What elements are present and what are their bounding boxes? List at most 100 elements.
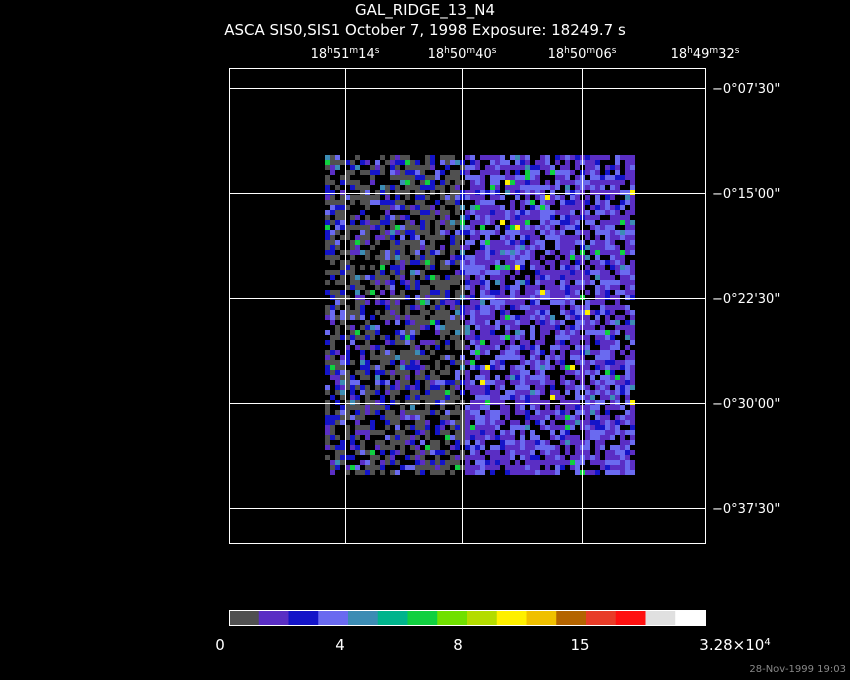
image-pixel [400, 290, 405, 295]
image-pixel [620, 455, 625, 460]
image-pixel [400, 295, 405, 300]
image-pixel [405, 305, 410, 310]
image-pixel [560, 210, 565, 215]
image-pixel [605, 155, 610, 160]
image-pixel [600, 285, 605, 290]
image-pixel [485, 165, 490, 170]
image-pixel [365, 465, 370, 470]
image-pixel [365, 365, 370, 370]
image-pixel [495, 205, 500, 210]
image-pixel [595, 240, 600, 245]
image-pixel [495, 335, 500, 340]
image-pixel [330, 240, 335, 245]
image-pixel [430, 445, 435, 450]
image-pixel [625, 295, 630, 300]
image-pixel [545, 220, 550, 225]
image-pixel [625, 375, 630, 380]
image-pixel [615, 320, 620, 325]
image-pixel [600, 175, 605, 180]
image-pixel [485, 230, 490, 235]
image-pixel [330, 180, 335, 185]
image-pixel [480, 330, 485, 335]
image-pixel [600, 355, 605, 360]
image-pixel [630, 375, 635, 380]
image-pixel [485, 430, 490, 435]
image-pixel [565, 260, 570, 265]
image-pixel [400, 385, 405, 390]
image-pixel [620, 190, 625, 195]
image-pixel [365, 255, 370, 260]
image-pixel [390, 355, 395, 360]
image-pixel [590, 260, 595, 265]
image-pixel [395, 245, 400, 250]
image-pixel [525, 360, 530, 365]
image-pixel [455, 205, 460, 210]
image-pixel [570, 405, 575, 410]
image-pixel [495, 275, 500, 280]
image-pixel [490, 380, 495, 385]
image-pixel [615, 395, 620, 400]
image-pixel [465, 325, 470, 330]
ra-label: 18h50m06s [548, 46, 617, 62]
image-pixel [435, 280, 440, 285]
image-pixel [520, 455, 525, 460]
image-pixel [520, 265, 525, 270]
image-pixel [515, 250, 520, 255]
image-pixel [620, 250, 625, 255]
image-pixel [405, 315, 410, 320]
image-pixel [605, 250, 610, 255]
image-pixel [530, 165, 535, 170]
image-pixel [630, 220, 635, 225]
image-pixel [615, 215, 620, 220]
colorbar-swatch [288, 611, 319, 625]
image-pixel [510, 455, 515, 460]
image-pixel [510, 370, 515, 375]
image-pixel [630, 380, 635, 385]
image-pixel [450, 320, 455, 325]
image-pixel [405, 425, 410, 430]
image-pixel [555, 355, 560, 360]
image-pixel [575, 400, 580, 405]
image-pixel [515, 195, 520, 200]
image-pixel [480, 375, 485, 380]
image-pixel [355, 285, 360, 290]
image-pixel [545, 290, 550, 295]
image-pixel [520, 395, 525, 400]
image-pixel [575, 420, 580, 425]
image-pixel [340, 405, 345, 410]
image-pixel [540, 325, 545, 330]
image-pixel [620, 450, 625, 455]
image-pixel [520, 465, 525, 470]
image-pixel [500, 205, 505, 210]
image-pixel [435, 375, 440, 380]
image-pixel [330, 310, 335, 315]
image-pixel [535, 365, 540, 370]
image-pixel [380, 355, 385, 360]
image-pixel [630, 340, 635, 345]
image-pixel [505, 315, 510, 320]
image-pixel [385, 210, 390, 215]
image-pixel [625, 455, 630, 460]
image-pixel [380, 335, 385, 340]
image-pixel [430, 305, 435, 310]
image-pixel [370, 165, 375, 170]
image-pixel [475, 310, 480, 315]
image-pixel [625, 430, 630, 435]
image-pixel [625, 385, 630, 390]
image-pixel [435, 230, 440, 235]
image-pixel [465, 470, 470, 475]
image-pixel [515, 315, 520, 320]
image-pixel [400, 445, 405, 450]
image-pixel [345, 410, 350, 415]
image-pixel [545, 405, 550, 410]
image-pixel [390, 245, 395, 250]
image-pixel [520, 185, 525, 190]
image-pixel [620, 385, 625, 390]
image-pixel [370, 195, 375, 200]
image-pixel [490, 365, 495, 370]
image-pixel [450, 410, 455, 415]
image-pixel [365, 235, 370, 240]
image-pixel [465, 155, 470, 160]
image-pixel [385, 405, 390, 410]
image-pixel [365, 200, 370, 205]
